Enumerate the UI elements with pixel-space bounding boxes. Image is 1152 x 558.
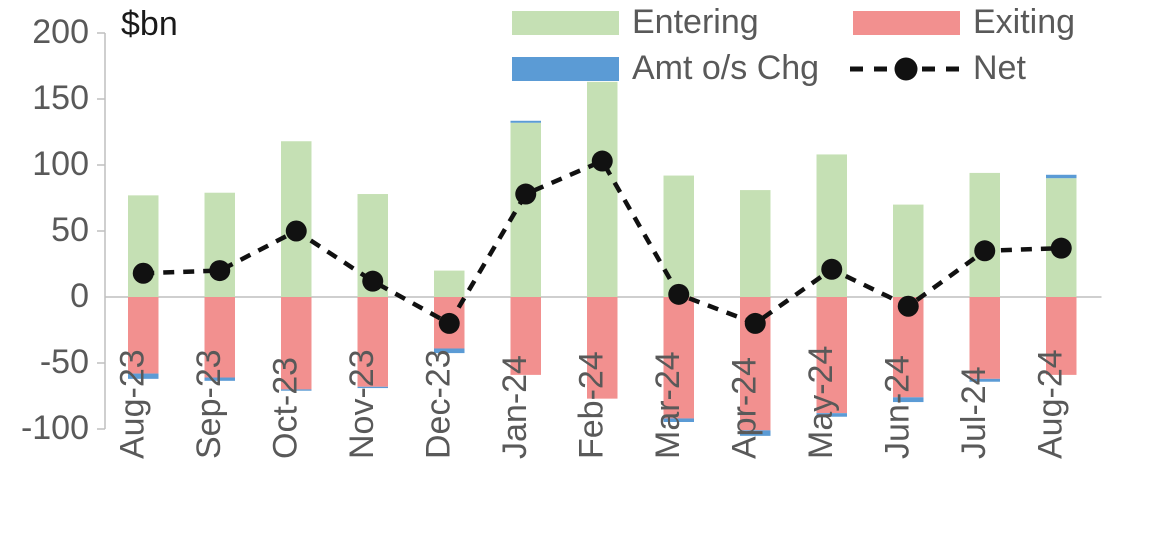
svg-text:Jan-24: Jan-24 [496,355,534,459]
svg-text:Sep-23: Sep-23 [190,349,228,459]
svg-text:Dec-23: Dec-23 [419,349,457,459]
svg-text:Entering: Entering [632,3,759,41]
svg-text:-50: -50 [40,343,89,381]
svg-text:Oct-23: Oct-23 [266,357,304,459]
svg-text:Apr-24: Apr-24 [725,357,763,459]
svg-text:Amt o/s Chg: Amt o/s Chg [632,49,819,87]
svg-text:Exiting: Exiting [973,3,1075,41]
svg-text:0: 0 [70,277,89,315]
svg-text:200: 200 [32,13,89,51]
svg-text:Feb-24: Feb-24 [572,351,610,459]
svg-text:-100: -100 [21,409,89,447]
svg-text:Aug-23: Aug-23 [113,349,151,459]
svg-text:50: 50 [51,211,89,249]
svg-text:$bn: $bn [121,5,178,43]
svg-text:Jun-24: Jun-24 [878,355,916,459]
svg-text:150: 150 [32,79,89,117]
svg-text:Mar-24: Mar-24 [649,351,687,459]
svg-text:Aug-24: Aug-24 [1031,349,1069,459]
svg-text:May-24: May-24 [802,346,840,459]
svg-text:Net: Net [973,49,1026,87]
svg-text:Nov-23: Nov-23 [343,349,381,459]
svg-text:100: 100 [32,145,89,183]
svg-text:Jul-24: Jul-24 [955,366,993,459]
